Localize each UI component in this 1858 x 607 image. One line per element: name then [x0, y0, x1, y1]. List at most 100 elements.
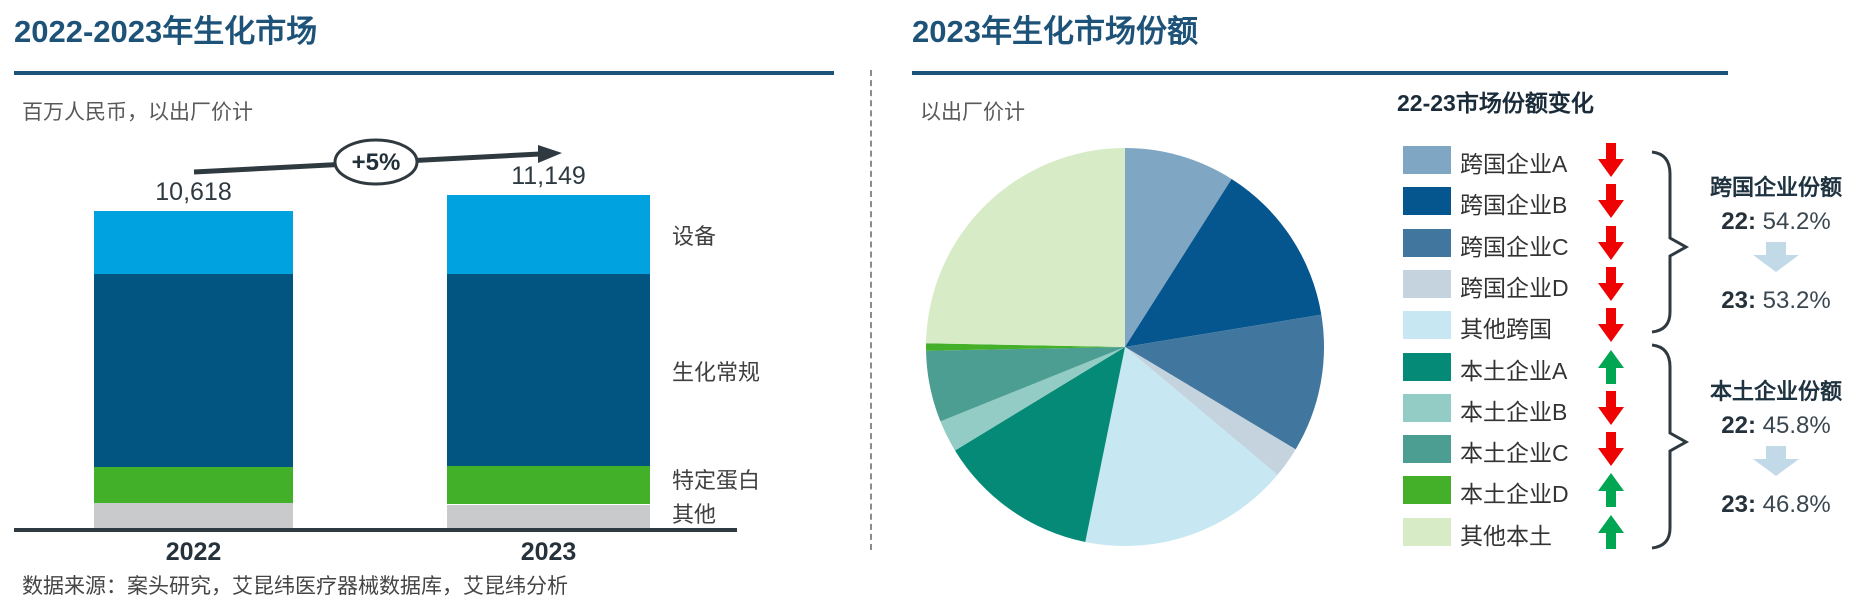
group-annotation-multinational: 跨国企业份额 22: 54.2% 23: 53.2% — [1692, 170, 1858, 315]
legend-label: 本土企业D — [1460, 481, 1569, 508]
legend-row: 本土企业A — [1403, 349, 1643, 384]
legend-row: 本土企业D — [1403, 473, 1643, 508]
trend-down-icon — [1598, 432, 1624, 467]
group-title: 本土企业份额 — [1709, 379, 1842, 404]
pie-chart — [926, 148, 1324, 546]
legend-label: 本土企业C — [1460, 440, 1569, 467]
bar-segment-2022-3 — [94, 211, 293, 275]
category-label-equipment: 设备 — [672, 224, 717, 249]
year-prefix: 22: — [1721, 208, 1756, 235]
trend-down-icon — [1598, 390, 1624, 425]
bar-chart — [0, 0, 840, 607]
left-chart-title: 2022-2023年生化市场 — [14, 14, 318, 49]
pie-slice-1 — [1125, 178, 1322, 347]
pie-slice-7 — [926, 347, 1125, 422]
legend-row: 跨国企业A — [1403, 143, 1643, 177]
share-change-down-arrow-icon — [1753, 446, 1799, 476]
legend-row: 其他跨国 — [1403, 308, 1643, 343]
bar-total-2023: 11,149 — [511, 162, 586, 190]
legend-row: 跨国企业B — [1403, 184, 1643, 219]
legend-label: 其他本土 — [1460, 522, 1552, 549]
x-axis-line — [14, 528, 737, 532]
bracket-multinational — [1651, 150, 1690, 334]
trend-down-icon — [1598, 308, 1624, 343]
legend-label: 跨国企业B — [1460, 192, 1568, 219]
category-label-specific-protein: 特定蛋白 — [672, 468, 761, 493]
legend-label: 跨国企业D — [1460, 274, 1569, 301]
legend-swatch — [1403, 269, 1451, 298]
bar-segment-2023-3 — [447, 195, 650, 274]
group-to-value: 23: 46.8% — [1692, 491, 1858, 519]
group-from-value: 22: 45.8% — [1692, 412, 1858, 440]
growth-label: +5% — [352, 149, 401, 176]
bar-segment-2023-0 — [447, 504, 650, 528]
legend-row: 其他本土 — [1403, 514, 1643, 549]
year-prefix: 22: — [1721, 412, 1756, 439]
right-chart-subtitle: 以出厂价计 — [920, 101, 1025, 124]
trend-up-icon — [1598, 473, 1624, 508]
pie-slice-4 — [1085, 347, 1278, 546]
panel-divider — [870, 70, 872, 550]
bracket-local — [1651, 343, 1690, 550]
legend-swatch — [1403, 311, 1451, 340]
legend-row: 本土企业B — [1403, 390, 1643, 425]
legend: 跨国企业A 跨国企业B 跨国企业C 跨国企业D 其他跨国本土企业A 本土企业B 本土企业C 本… — [1403, 0, 1643, 607]
bar-segment-2022-1 — [94, 467, 293, 504]
bar-segment-2023-1 — [447, 465, 650, 505]
group-title: 跨国企业份额 — [1709, 175, 1842, 200]
legend-label: 跨国企业A — [1460, 151, 1568, 177]
pie-slice-6 — [940, 347, 1125, 451]
share-value: 45.8% — [1762, 412, 1831, 439]
pie-slice-8 — [926, 343, 1125, 351]
share-value: 53.2% — [1762, 287, 1831, 314]
legend-swatch — [1403, 228, 1451, 257]
share-value: 54.2% — [1762, 208, 1831, 235]
right-title-rule — [912, 71, 1728, 75]
legend-label: 本土企业B — [1460, 398, 1568, 425]
legend-row: 跨国企业D — [1403, 266, 1643, 301]
category-label-routine-biochem: 生化常规 — [672, 360, 761, 385]
pie-slice-0 — [1125, 148, 1232, 347]
trend-down-icon — [1598, 143, 1624, 177]
share-value: 46.8% — [1762, 491, 1831, 518]
share-change-down-arrow-icon — [1753, 242, 1799, 272]
pie-slice-9 — [926, 148, 1125, 347]
legend-label: 其他跨国 — [1460, 316, 1552, 343]
trend-up-icon — [1598, 514, 1624, 549]
legend-swatch — [1403, 352, 1451, 381]
legend-label: 跨国企业C — [1460, 233, 1569, 260]
year-prefix: 23: — [1721, 491, 1756, 518]
source-text: 数据来源：案头研究，艾昆纬医疗器械数据库，艾昆纬分析 — [22, 575, 568, 598]
year-prefix: 23: — [1721, 287, 1756, 314]
legend-swatch — [1403, 187, 1451, 216]
left-chart-subtitle: 百万人民币，以出厂价计 — [22, 101, 253, 124]
legend-swatch — [1403, 393, 1451, 422]
growth-badge — [333, 138, 419, 186]
trend-down-icon — [1598, 266, 1624, 301]
group-to-value: 23: 53.2% — [1692, 287, 1858, 315]
bar-segment-2022-0 — [94, 503, 293, 528]
legend-swatch — [1403, 435, 1451, 464]
legend-swatch — [1403, 517, 1451, 546]
trend-up-icon — [1598, 349, 1624, 384]
group-from-value: 22: 54.2% — [1692, 208, 1858, 236]
bar-total-2022: 10,618 — [155, 178, 232, 206]
legend-row: 本土企业C — [1403, 432, 1643, 467]
legend-label: 本土企业A — [1460, 357, 1568, 384]
bar-segment-2022-2 — [94, 274, 293, 468]
growth-arrowhead-icon — [538, 145, 562, 163]
year-label-2022: 2022 — [165, 538, 222, 566]
trend-down-icon — [1598, 225, 1624, 260]
legend-row: 跨国企业C — [1403, 225, 1643, 260]
year-label-2023: 2023 — [520, 538, 577, 566]
right-chart-title: 2023年生化市场份额 — [912, 14, 1198, 49]
category-label-other: 其他 — [672, 502, 717, 527]
pie-slice-3 — [1125, 347, 1296, 475]
group-brackets — [1651, 150, 1690, 550]
growth-arrow: +5% — [193, 138, 562, 186]
pie-slice-5 — [955, 347, 1125, 542]
left-title-rule — [14, 71, 834, 75]
bar-segment-2023-2 — [447, 273, 650, 466]
legend-swatch — [1403, 146, 1451, 174]
